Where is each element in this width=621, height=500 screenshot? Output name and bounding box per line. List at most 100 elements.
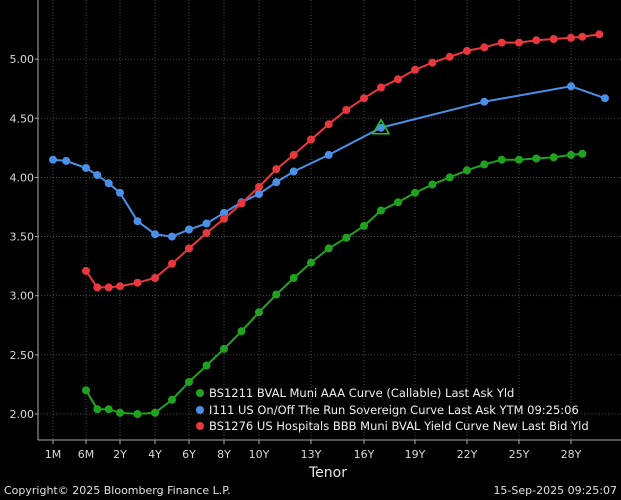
hospitals-curve-point [515,38,523,47]
aaa-curve-point [237,327,246,336]
legend-item-sovereign: I111 US On/Off The Run Sovereign Curve L… [196,402,589,419]
sovereign-curve-point [202,219,211,228]
aaa-curve-point [220,344,228,353]
x-tick-label: 2Y [113,448,127,461]
hospitals-curve-point [445,52,454,61]
y-tick-label: 3.00 [10,290,35,303]
aaa-curve-point [515,155,523,164]
aaa-curve-point [497,155,506,164]
aaa-curve-point [480,160,489,169]
y-tick-label: 4.50 [10,112,35,125]
x-tick-label: 22Y [457,448,478,461]
sovereign-curve-point [151,230,159,239]
hospitals-curve-point [151,274,159,282]
aaa-curve-point [93,405,102,414]
hospitals-curve-point [428,58,437,67]
sovereign-curve-point [289,167,298,176]
aaa-curve-point [549,153,558,162]
hospitals-curve-point [549,35,558,43]
sovereign-curve-point [133,217,142,226]
legend-label-sovereign: I111 US On/Off The Run Sovereign Curve L… [209,402,579,417]
hospitals-curve-point [463,46,471,55]
hospitals-curve-point [289,150,298,159]
legend-label-hospitals: BS1276 US Hospitals BBB Muni BVAL Yield … [209,419,589,433]
hospitals-curve-point [360,94,368,103]
sovereign-curve-point [220,208,228,217]
hospitals-curve-point [82,266,90,275]
hospitals-curve-point [411,65,419,74]
aaa-curve-point [307,258,315,267]
x-tick-label: 28Y [561,448,582,461]
aaa-curve-point [411,188,419,197]
y-tick-label: 2.50 [10,349,35,362]
aaa-curve-point [185,378,193,386]
series-group [49,30,609,418]
legend-label-aaa: BS1211 BVAL Muni AAA Curve (Callable) La… [209,386,515,400]
hospitals-curve-point [324,120,333,129]
aaa-curve-point [255,308,263,317]
hospitals-curve-point [168,259,176,268]
sovereign-curve-point [377,123,385,132]
sovereign-curve-point [104,179,113,188]
hospitals-curve-point [202,229,211,237]
hospitals-curve-point [307,135,315,144]
axes [35,0,621,444]
hospitals-curve-point [272,165,281,174]
tick-labels: 2.00 2.50 3.00 3.50 4.00 4.50 5.00 1M 6M 2Y 4Y 6Y 8Y… [10,53,582,461]
x-tick-label: 10Y [249,448,270,461]
hospitals-curve-point [497,38,506,47]
y-tick-label: 4.00 [10,171,35,184]
hospitals-curve-point [255,182,263,191]
aaa-curve-point [104,405,113,414]
aaa-curve-point [394,198,402,207]
sovereign-curve-point [601,94,609,103]
aaa-curve-point [445,173,454,182]
sovereign-curve-point [567,82,575,91]
x-tick-label: 16Y [354,448,375,461]
x-tick-label: 19Y [405,448,426,461]
hospitals-curve-point [220,214,228,223]
aaa-curve-point [324,244,333,253]
sovereign-curve-point [185,225,193,234]
hospitals-curve-point [116,282,124,291]
hospitals-curve-point [394,75,402,84]
aaa-curve-point [428,180,437,189]
highlight-triangle-icon [371,118,391,135]
x-tick-label: 13Y [301,448,322,461]
x-tick-label: 8Y [217,448,231,461]
copyright-text: Copyright© 2025 Bloomberg Finance L.P. [4,484,231,497]
x-tick-label: 4Y [148,448,162,461]
sovereign-curve-point [272,178,281,187]
hospitals-curve-point [104,283,113,292]
sovereign-curve-point [168,232,176,241]
y-tick-label: 3.50 [10,231,35,244]
hospitals-curve-point [342,106,351,114]
aaa-curve-point [578,149,587,158]
x-axis-label: Tenor [308,465,347,481]
hospitals-curve-point [578,32,587,41]
legend-marker-sovereign [196,405,204,414]
sovereign-curve-point [62,156,71,165]
hospitals-curve-point [237,199,246,208]
hospitals-curve-point [480,43,489,52]
legend-item-hospitals: BS1276 US Hospitals BBB Muni BVAL Yield … [196,418,589,435]
hospitals-curve-point [595,30,604,39]
hospitals-curve-point [377,83,385,92]
sovereign-curve-point [82,164,90,172]
aaa-curve-point [133,410,142,418]
aaa-curve-point [151,408,159,417]
aaa-curve-point [202,361,211,370]
aaa-curve-point [377,206,385,215]
sovereign-curve-point [116,188,124,197]
aaa-curve-point [342,233,351,242]
sovereign-curve-point [324,150,333,159]
aaa-curve-point [532,154,541,163]
sovereign-curve-point [49,155,57,164]
hospitals-curve-point [185,244,193,253]
legend-item-aaa: BS1211 BVAL Muni AAA Curve (Callable) La… [196,385,589,402]
aaa-curve-point [82,386,90,395]
x-tick-label: 6M [78,448,95,461]
y-tick-label: 5.00 [10,53,35,66]
aaa-curve-point [360,221,368,230]
